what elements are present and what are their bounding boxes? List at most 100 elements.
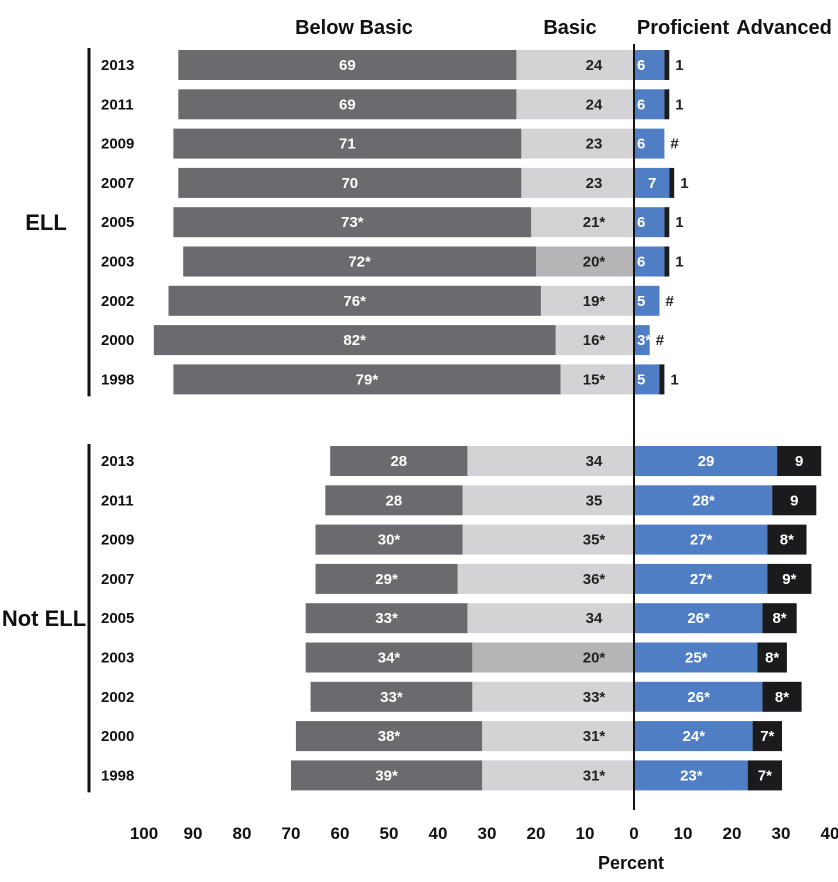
bar-advanced (762, 603, 797, 634)
bar-advanced (757, 642, 787, 673)
bar-basic (555, 325, 634, 356)
label-basic: 31* (583, 728, 606, 745)
label-proficient: 27* (690, 532, 713, 549)
bar-advanced (747, 760, 782, 791)
label-advanced: # (656, 332, 665, 349)
year-label: 2005 (101, 610, 134, 627)
label-advanced: 1 (670, 371, 678, 388)
label-advanced: 8* (772, 610, 786, 627)
year-label: 2002 (101, 293, 134, 310)
bar-basic (467, 603, 634, 634)
label-proficient: 29 (698, 453, 715, 470)
x-tick-label: 10 (674, 824, 693, 843)
bar-below-basic (305, 603, 468, 634)
label-advanced: # (666, 293, 675, 310)
bar-basic (462, 524, 634, 555)
header-basic: Basic (543, 17, 596, 39)
bar-proficient (635, 760, 748, 791)
x-tick-label: 50 (380, 824, 399, 843)
bar-proficient (635, 681, 763, 712)
x-tick-label: 60 (331, 824, 350, 843)
bar-advanced (659, 364, 665, 395)
bar-below-basic (325, 485, 463, 516)
x-tick-label: 100 (130, 824, 158, 843)
year-label: 2003 (101, 650, 134, 667)
bar-proficient (635, 325, 650, 356)
label-advanced: 9 (795, 453, 803, 470)
header-advanced: Advanced (736, 17, 832, 39)
bar-below-basic (168, 285, 541, 316)
label-below-basic: 28 (386, 492, 403, 509)
label-basic: 35* (583, 532, 606, 549)
bar-proficient (635, 246, 665, 277)
bar-row: 2000 38* 31* 24* 7* (101, 721, 782, 752)
bar-row: 2002 76* 19* 5 # (101, 285, 675, 316)
label-below-basic: 34* (378, 650, 401, 667)
bar-basic (516, 50, 634, 80)
year-label: 2009 (101, 136, 134, 153)
bar-row: 2013 28 34 29 9 (101, 446, 822, 476)
bar-below-basic (178, 167, 522, 198)
bar-row: 2007 29* 36* 27* 9* (101, 563, 812, 594)
bar-below-basic (173, 128, 522, 159)
label-advanced: 8* (775, 689, 789, 706)
label-proficient: 5 (637, 371, 645, 388)
bar-row: 2007 70 23 7 1 (101, 167, 689, 198)
label-advanced: 9 (790, 492, 798, 509)
label-proficient: 26* (687, 689, 710, 706)
x-tick-label: 30 (772, 824, 791, 843)
label-proficient: 27* (690, 571, 713, 588)
bar-proficient (635, 128, 665, 159)
header-below-basic: Below Basic (295, 17, 413, 39)
bar-proficient (635, 563, 768, 594)
label-proficient: 6 (637, 214, 645, 231)
bar-below-basic (178, 89, 517, 120)
bar-basic (457, 563, 634, 594)
label-below-basic: 69 (339, 96, 356, 113)
bar-basic (536, 246, 634, 277)
bar-below-basic (315, 563, 458, 594)
bar-basic (462, 485, 634, 516)
bar-advanced (664, 246, 670, 277)
bar-proficient (635, 285, 660, 316)
bar-basic (521, 128, 634, 159)
bar-proficient (635, 364, 660, 395)
label-below-basic: 28 (390, 453, 407, 470)
label-proficient: 7 (648, 175, 656, 192)
x-tick-label: 40 (821, 824, 838, 843)
bar-below-basic (173, 207, 532, 238)
year-label: 1998 (101, 371, 134, 388)
year-label: 2013 (101, 57, 134, 74)
label-advanced: 1 (675, 96, 683, 113)
label-advanced: 1 (675, 57, 683, 74)
bar-proficient (635, 603, 763, 634)
label-advanced: 1 (680, 175, 688, 192)
label-proficient: 25* (685, 650, 708, 667)
header-proficient: Proficient (637, 17, 730, 39)
bar-below-basic (310, 681, 473, 712)
year-label: 2007 (101, 571, 134, 588)
label-below-basic: 73* (341, 214, 364, 231)
bar-advanced (767, 563, 812, 594)
year-label: 2009 (101, 532, 134, 549)
bar-row: 1998 79* 15* 5 1 (101, 364, 679, 395)
x-tick-label: 70 (282, 824, 301, 843)
label-below-basic: 71 (339, 136, 356, 153)
label-proficient: 28* (692, 492, 715, 509)
year-label: 2002 (101, 689, 134, 706)
label-proficient: 6 (637, 254, 645, 271)
year-label: 2011 (101, 96, 134, 113)
label-advanced: 7* (760, 728, 774, 745)
label-basic: 33* (583, 689, 606, 706)
bar-basic (560, 364, 634, 395)
bar-proficient (635, 50, 665, 80)
label-basic: 34 (586, 610, 603, 627)
bar-basic (482, 760, 634, 791)
label-proficient: 3* (637, 332, 651, 349)
x-axis-ticks: 100 90 80 70 60 50 40 30 20 10 0 10 20 30 40 (130, 824, 838, 843)
bar-basic (472, 642, 634, 673)
bar-row: 2009 71 23 6 # (101, 128, 679, 159)
column-headers: Below Basic Basic Proficient Advanced (295, 17, 832, 39)
label-basic: 24 (586, 96, 603, 113)
